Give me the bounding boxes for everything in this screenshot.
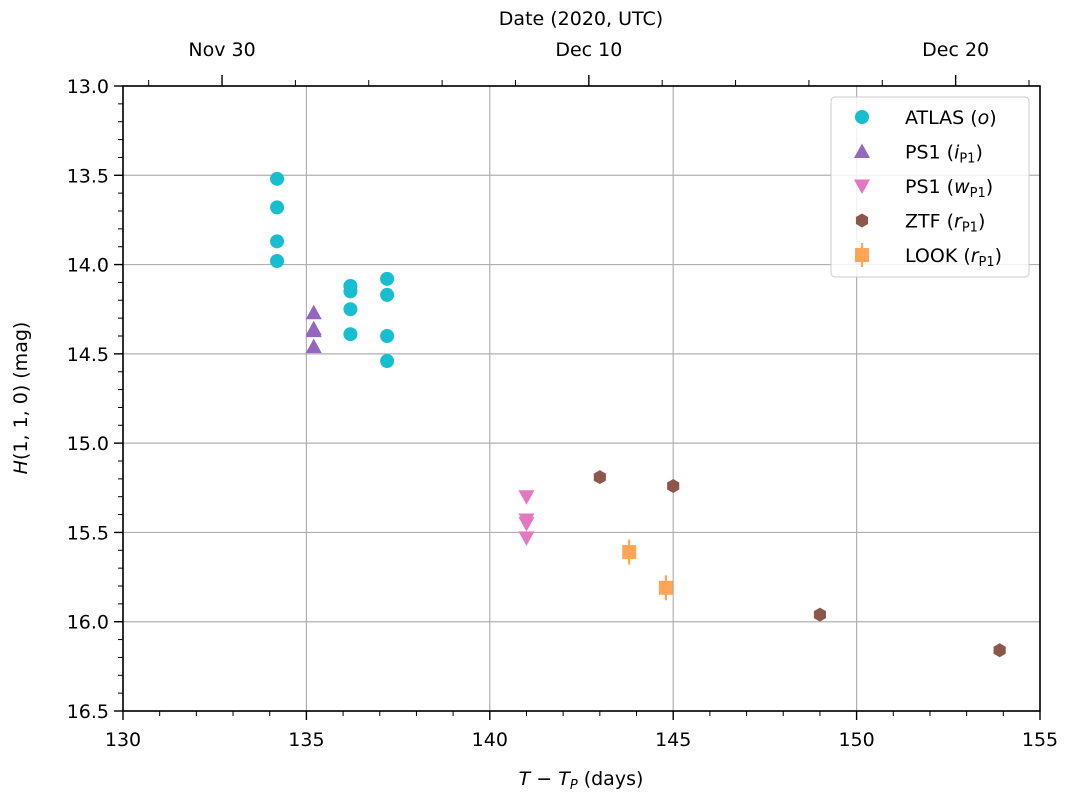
legend-label: ZTF (rP1) [905, 211, 985, 236]
data-point [518, 517, 535, 532]
y-tick-label: 14.5 [67, 344, 109, 366]
data-point [305, 304, 322, 320]
data-point [622, 545, 637, 560]
data-point [518, 531, 535, 546]
x-axis-label: T − TP (days) [519, 768, 644, 793]
data-point [667, 479, 680, 493]
legend-frame [830, 96, 1030, 278]
top-tick-label: Nov 30 [188, 39, 255, 61]
data-point [658, 580, 673, 595]
legend-entry: PS1 (wP1) [853, 176, 993, 201]
x-tick-label: 145 [655, 729, 691, 751]
data-point [380, 354, 395, 368]
legend-marker [853, 143, 871, 158]
x-tick-label: 130 [105, 729, 141, 751]
y-tick-label: 16.5 [67, 701, 109, 723]
data-point [593, 470, 606, 485]
series-look-r [622, 539, 673, 601]
top-tick-label: Dec 10 [555, 39, 622, 61]
plot-frame [122, 85, 1041, 712]
series-ps1-i [305, 304, 322, 354]
top-tick-label: Dec 20 [922, 39, 989, 61]
series-ztf-r [593, 470, 1006, 658]
data-point [270, 234, 285, 249]
data-point [270, 171, 285, 186]
legend-entry: LOOK (rP1) [855, 243, 1002, 270]
data-point [518, 490, 535, 505]
y-tick-label: 15.0 [67, 433, 109, 455]
legend-label: ATLAS (o) [905, 107, 997, 129]
legend-entry: PS1 (iP1) [853, 142, 983, 167]
data-point [380, 287, 395, 302]
data-point [343, 327, 358, 342]
series-layer [270, 171, 1006, 658]
series-atlas-o [270, 171, 395, 368]
data-point [270, 254, 285, 268]
data-point [380, 329, 395, 343]
data-point [270, 200, 285, 215]
data-point [305, 322, 322, 338]
y-tick-label: 16.0 [67, 612, 109, 634]
x-tick-label: 155 [1022, 729, 1058, 751]
y-axis-label: H(1, 1, 0) (mag) [10, 322, 32, 475]
data-point [993, 643, 1006, 658]
y-tick-label: 13.0 [67, 76, 109, 98]
legend-marker [855, 110, 869, 124]
data-point [305, 338, 322, 354]
legend-marker [855, 248, 869, 262]
legend-marker [855, 213, 869, 228]
series-ps1-w [518, 490, 535, 546]
legend-label: PS1 (wP1) [905, 176, 993, 201]
legend-label: PS1 (iP1) [905, 142, 983, 167]
y-tick-label: 13.5 [67, 165, 109, 187]
data-point [343, 302, 358, 317]
top-axis-label: Date (2020, UTC) [499, 8, 663, 30]
legend: ATLAS (o) PS1 (iP1) PS1 (wP1) ZTF (rP1) LOOK… [830, 96, 1030, 278]
data-point [343, 284, 358, 299]
legend-label: LOOK (rP1) [905, 245, 1002, 270]
data-point [380, 271, 395, 286]
data-point [813, 607, 826, 622]
y-tick-label: 15.5 [67, 522, 109, 544]
legend-marker [853, 179, 871, 195]
x-tick-label: 140 [472, 729, 508, 751]
x-tick-label: 135 [288, 729, 324, 751]
x-tick-label: 150 [838, 729, 874, 751]
y-tick-label: 14.0 [67, 255, 109, 277]
ticks: 130 135 140 145 150 155 13.0 13.5 14.0 14.5 15.0 15… [67, 39, 1058, 751]
legend-entry: ATLAS (o) [855, 107, 997, 129]
legend-entry: ZTF (rP1) [855, 211, 985, 236]
